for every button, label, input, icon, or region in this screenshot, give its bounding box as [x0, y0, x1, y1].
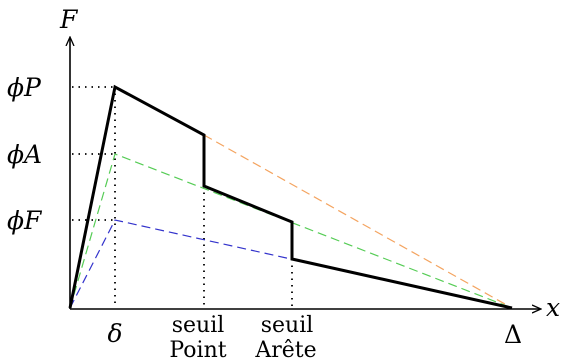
phiP-dashed-line: [203, 134, 513, 309]
main-force-curve: [68, 84, 513, 310]
y-tick-phiP: ϕP: [7, 73, 42, 102]
y-tick-phiF: ϕF: [7, 206, 43, 235]
phiA-dashed-line: [69, 153, 513, 309]
x-tick-delta: δ: [107, 319, 122, 348]
guide-lines: [72, 86, 293, 308]
x-tick-seuil-arete-line2: Arête: [254, 338, 316, 363]
y-tick-phiA: ϕA: [7, 140, 42, 169]
x-axis-label: x: [546, 293, 560, 322]
x-tick-seuil-point-line1: seuil: [172, 313, 225, 338]
y-axis-label: F: [59, 5, 79, 34]
x-tick-seuil-point-line2: Point: [169, 338, 226, 363]
x-tick-Delta: Δ: [504, 320, 522, 349]
x-tick-seuil-arete-line1: seuil: [261, 313, 314, 338]
